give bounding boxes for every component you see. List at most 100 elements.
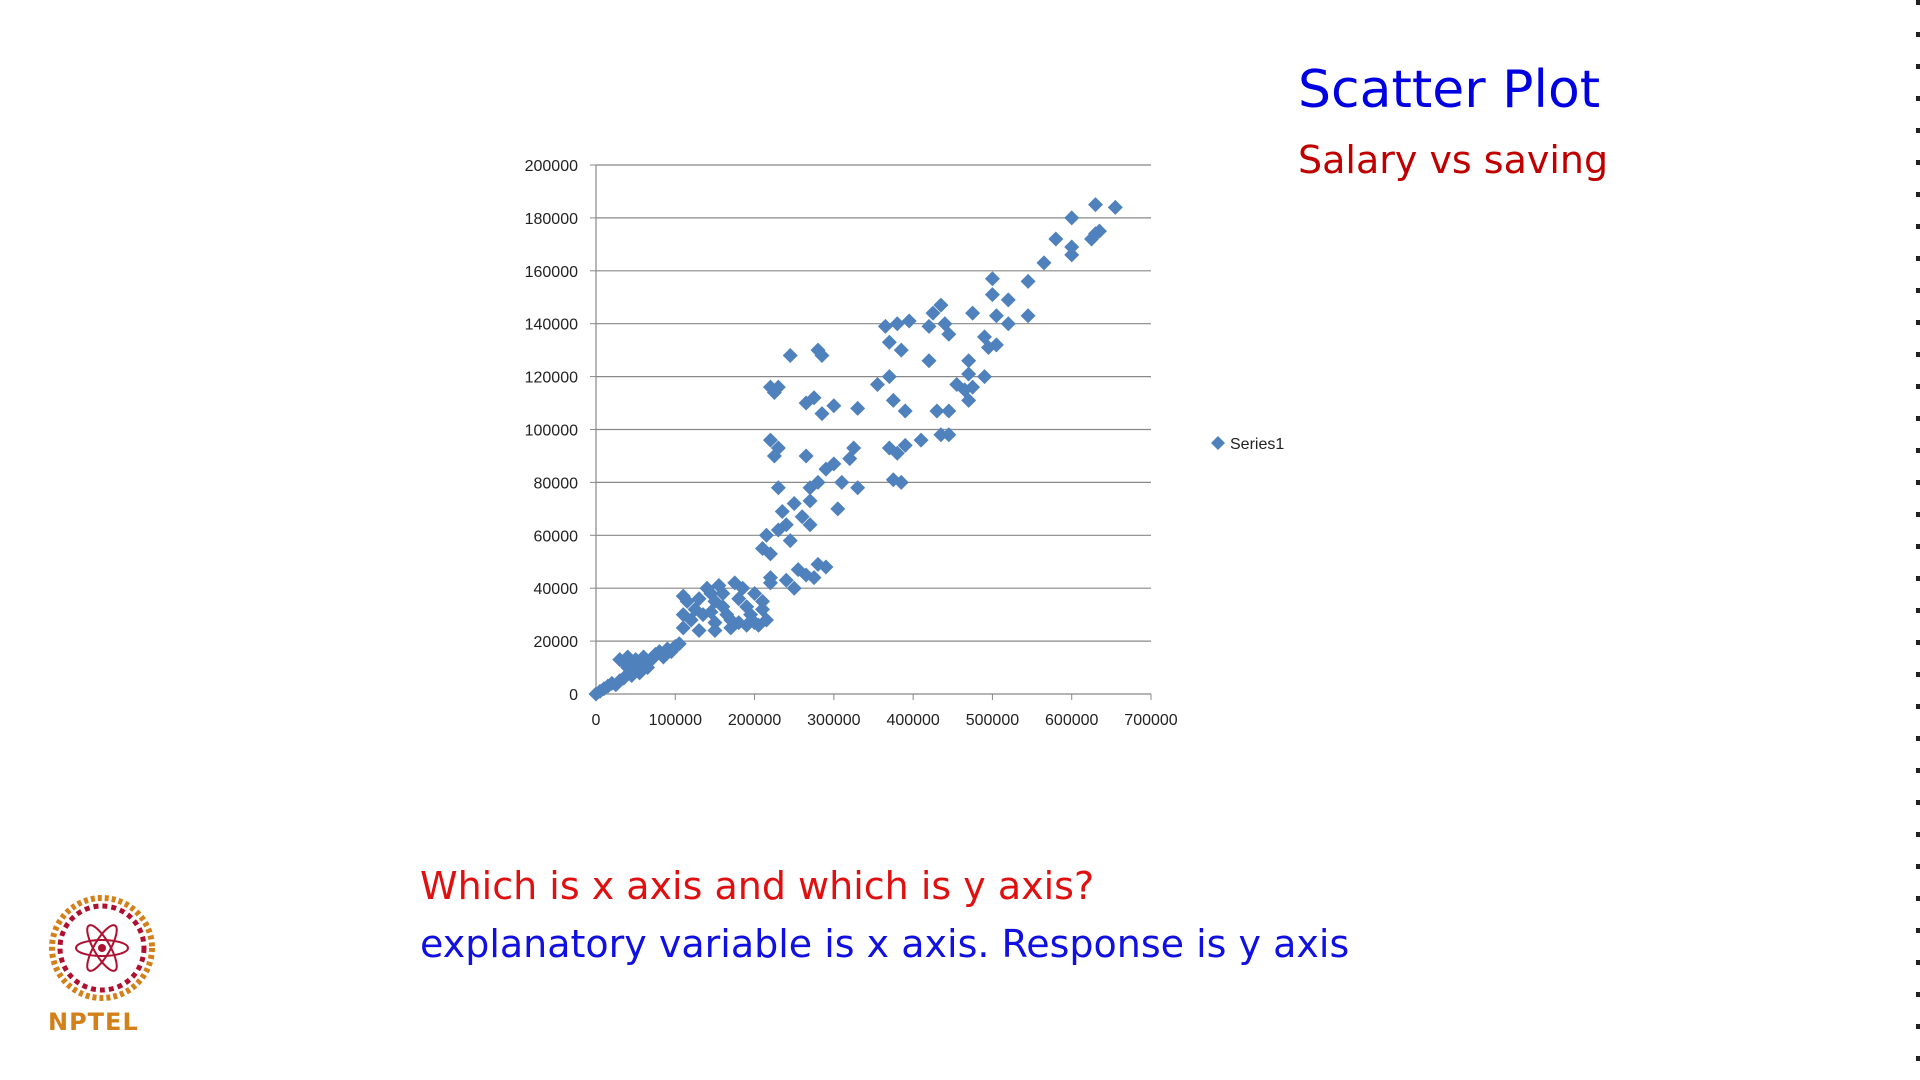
data-point <box>731 615 747 631</box>
data-point <box>921 318 937 334</box>
y-tick-label: 180000 <box>525 211 578 228</box>
data-point <box>770 379 786 395</box>
data-point <box>826 456 842 472</box>
data-point <box>786 580 802 596</box>
data-point <box>877 318 893 334</box>
data-point <box>893 474 909 490</box>
data-point <box>965 379 981 395</box>
data-point <box>850 480 866 496</box>
data-point <box>1048 231 1064 247</box>
y-tick-labels: 0 20000 40000 60000 80000 100000 120000 140000 1… <box>525 158 578 704</box>
data-point <box>842 451 858 467</box>
data-point <box>850 400 866 416</box>
data-point <box>675 620 691 636</box>
data-point <box>961 353 977 369</box>
data-point <box>747 615 763 631</box>
data-point <box>933 297 949 313</box>
data-point <box>1036 255 1052 271</box>
data-point <box>921 353 937 369</box>
x-tick-label: 0 <box>592 712 601 729</box>
data-point <box>770 480 786 496</box>
y-tick-label: 20000 <box>534 634 579 651</box>
data-point <box>675 588 691 604</box>
edge-decoration <box>1916 0 1920 1080</box>
data-point <box>707 623 723 639</box>
data-points <box>588 197 1123 702</box>
data-point <box>901 313 917 329</box>
data-point <box>889 316 905 332</box>
data-point <box>798 448 814 464</box>
data-point <box>632 665 648 681</box>
data-point <box>703 604 719 620</box>
data-point <box>802 517 818 533</box>
data-point <box>988 308 1004 324</box>
data-point <box>925 305 941 321</box>
data-point <box>774 503 790 519</box>
data-point <box>766 448 782 464</box>
data-point <box>961 392 977 408</box>
data-point <box>1107 199 1123 215</box>
data-point <box>691 623 707 639</box>
data-point <box>941 326 957 342</box>
x-tick-labels: 0 100000 200000 300000 400000 500000 600000 700… <box>592 712 1178 729</box>
y-tick-label: 80000 <box>534 475 579 492</box>
data-point <box>1064 210 1080 226</box>
data-point <box>913 432 929 448</box>
data-point <box>778 572 794 588</box>
data-point <box>810 474 826 490</box>
data-point <box>1000 292 1016 308</box>
data-point <box>1088 197 1103 213</box>
data-point <box>984 287 1000 303</box>
data-point <box>1064 239 1080 255</box>
data-point <box>806 570 822 586</box>
y-tick-label: 200000 <box>525 158 578 175</box>
x-tick-label: 400000 <box>886 712 939 729</box>
data-point <box>1000 316 1016 332</box>
x-tick-label: 600000 <box>1045 712 1098 729</box>
y-tick-label: 40000 <box>534 581 579 598</box>
data-point <box>802 493 818 509</box>
data-point <box>778 517 794 533</box>
y-tick-label: 100000 <box>525 423 578 440</box>
data-point <box>762 432 778 448</box>
nptel-logo-icon <box>49 895 155 1001</box>
data-point <box>758 612 774 628</box>
y-tick-label: 160000 <box>525 264 578 281</box>
data-point <box>869 377 885 393</box>
x-tick-label: 700000 <box>1124 712 1177 729</box>
data-point <box>897 437 913 453</box>
axes <box>590 164 1152 700</box>
data-point <box>786 496 802 512</box>
data-point <box>830 501 846 517</box>
legend-marker <box>1211 436 1225 450</box>
data-point <box>782 533 798 549</box>
data-point <box>747 585 763 601</box>
x-tick-label: 200000 <box>728 712 781 729</box>
data-point <box>814 406 830 422</box>
data-point <box>885 392 901 408</box>
data-point <box>826 398 842 414</box>
logo-text: NPTEL <box>48 1008 139 1036</box>
question-text: Which is x axis and which is y axis? <box>420 864 1095 908</box>
data-point <box>977 369 992 385</box>
data-point <box>881 369 897 385</box>
data-point <box>881 334 897 350</box>
data-point <box>929 403 945 419</box>
data-point <box>762 546 778 562</box>
data-point <box>1091 223 1107 239</box>
y-tick-label: 120000 <box>525 370 578 387</box>
x-tick-label: 100000 <box>649 712 702 729</box>
data-point <box>941 427 957 443</box>
x-tick-label: 500000 <box>966 712 1019 729</box>
data-point <box>814 347 830 363</box>
scatter-chart: 0 100000 200000 300000 400000 500000 600000 700… <box>525 158 1285 729</box>
data-point <box>965 305 981 321</box>
data-point <box>1020 273 1036 289</box>
gridlines <box>596 164 1151 642</box>
data-point <box>735 580 751 596</box>
data-point <box>762 575 778 591</box>
data-point <box>834 474 850 490</box>
answer-text: explanatory variable is x axis. Response… <box>420 922 1350 966</box>
data-point <box>818 559 834 575</box>
data-point <box>671 636 687 652</box>
